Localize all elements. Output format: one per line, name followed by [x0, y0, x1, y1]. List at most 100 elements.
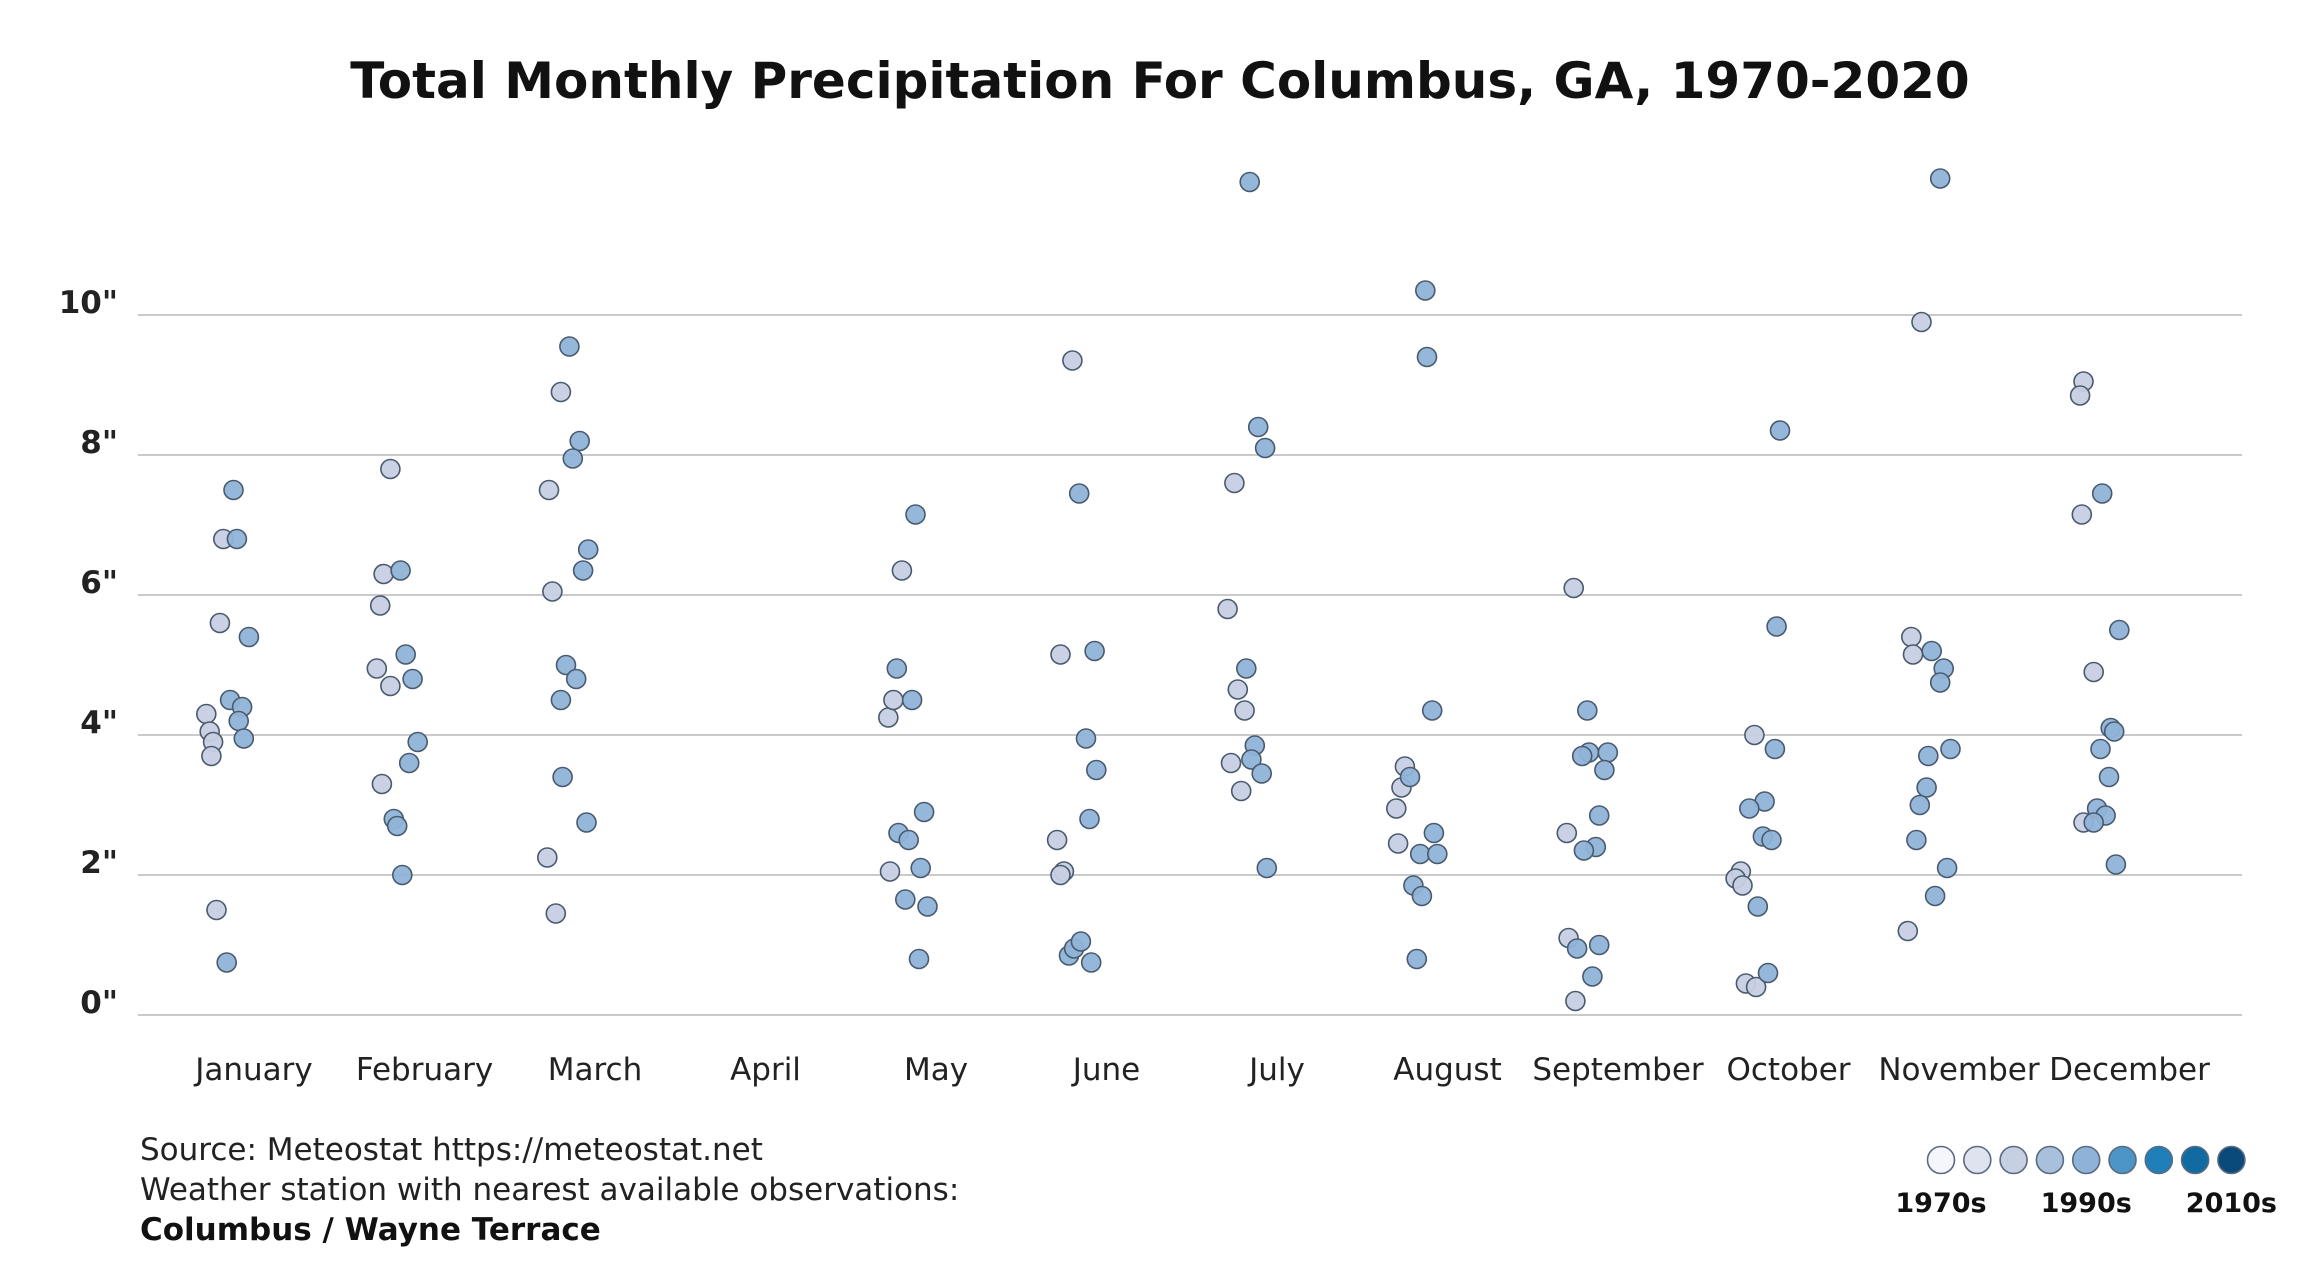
data-point	[1247, 416, 1269, 438]
data-point	[565, 668, 587, 690]
data-point	[1745, 976, 1767, 998]
legend-label: 1990s	[2041, 1188, 2132, 1219]
x-tick-label: March	[548, 1052, 643, 1088]
x-axis-ticks: January February March April May June July Augu…	[193, 1052, 2210, 1088]
data-point	[1588, 934, 1610, 956]
data-point	[209, 612, 231, 634]
data-point	[569, 430, 591, 452]
data-point	[1411, 885, 1433, 907]
data-point	[1909, 794, 1931, 816]
x-tick-label: December	[2049, 1052, 2210, 1088]
data-point	[1918, 745, 1939, 767]
data-point	[1902, 644, 1924, 665]
data-point	[1220, 752, 1242, 774]
y-tick-label: 10"	[59, 285, 118, 321]
legend-swatch	[1963, 1145, 1992, 1175]
data-point	[1050, 864, 1071, 886]
y-tick-label: 6"	[80, 565, 118, 601]
y-tick-label: 8"	[80, 425, 118, 461]
data-point	[542, 581, 563, 602]
data-point	[1766, 616, 1787, 637]
data-point	[572, 560, 594, 581]
data-point	[1916, 777, 1937, 798]
data-point	[2083, 661, 2104, 683]
data-point	[550, 689, 572, 711]
data-point	[559, 336, 580, 357]
data-point	[369, 595, 391, 616]
data-point	[1936, 857, 1958, 879]
data-point	[1597, 742, 1619, 763]
data-point	[196, 703, 217, 725]
data-point	[206, 899, 227, 921]
data-point	[1901, 626, 1922, 648]
data-point	[390, 560, 411, 581]
x-tick-label: September	[1532, 1052, 1704, 1088]
data-point	[1080, 952, 1102, 973]
y-tick-label: 4"	[80, 705, 118, 741]
data-point	[1588, 805, 1610, 826]
data-point	[1565, 990, 1586, 1012]
data-point	[1234, 700, 1255, 721]
x-tick-label: February	[356, 1052, 493, 1088]
data-point	[1761, 829, 1782, 851]
data-point	[550, 381, 572, 403]
data-point	[1239, 171, 1260, 193]
data-point	[1563, 577, 1584, 599]
data-point	[908, 948, 930, 970]
data-points	[196, 168, 2130, 1012]
x-tick-label: July	[1247, 1052, 1305, 1088]
data-point	[1224, 472, 1245, 494]
legend-swatch	[1926, 1145, 1956, 1175]
decade-legend: 1970s 1990s 2010s	[1895, 1145, 2277, 1219]
x-tick-label: April	[730, 1052, 801, 1088]
data-point	[1556, 822, 1578, 844]
data-point	[1573, 840, 1595, 861]
station-note: Weather station with nearest available o…	[140, 1172, 959, 1208]
data-point	[1924, 885, 1946, 907]
data-point	[1227, 679, 1249, 700]
legend-label: 1970s	[1895, 1188, 1986, 1219]
legend-swatch	[2035, 1145, 2065, 1175]
data-point	[1929, 672, 1951, 693]
data-point	[917, 896, 938, 917]
legend-swatch	[2144, 1145, 2174, 1175]
data-point	[201, 745, 222, 767]
data-point	[562, 448, 584, 469]
legend-swatch	[2180, 1145, 2210, 1175]
data-point	[576, 812, 597, 833]
data-point	[2069, 385, 2091, 406]
data-point	[1911, 311, 1932, 333]
data-point	[391, 864, 413, 886]
data-point	[386, 815, 408, 837]
data-point	[883, 689, 904, 711]
data-point	[905, 504, 926, 525]
data-point	[901, 689, 923, 711]
data-point	[398, 752, 420, 774]
x-tick-label: November	[1878, 1052, 2040, 1088]
data-point	[1406, 948, 1428, 970]
data-point	[1062, 350, 1083, 371]
data-point	[395, 644, 417, 665]
data-point	[1084, 640, 1105, 662]
data-point	[555, 654, 577, 676]
data-point	[910, 857, 932, 879]
data-point	[1086, 759, 1107, 781]
data-point	[2071, 504, 2093, 525]
data-point	[1921, 640, 1942, 662]
data-point	[1577, 700, 1598, 721]
data-point	[1409, 843, 1431, 865]
data-point	[1566, 938, 1588, 959]
data-point	[1399, 766, 1421, 788]
data-point	[366, 658, 388, 679]
data-point	[1050, 644, 1071, 665]
data-point	[1251, 763, 1272, 784]
data-point	[545, 903, 567, 924]
data-point	[1732, 875, 1753, 896]
chart-title: Total Monthly Precipitation For Columbus…	[350, 52, 1969, 110]
data-point	[1582, 966, 1603, 987]
data-point	[879, 861, 901, 882]
data-point	[1046, 829, 1068, 851]
data-point	[1421, 700, 1443, 721]
legend-swatch	[1999, 1145, 2028, 1175]
